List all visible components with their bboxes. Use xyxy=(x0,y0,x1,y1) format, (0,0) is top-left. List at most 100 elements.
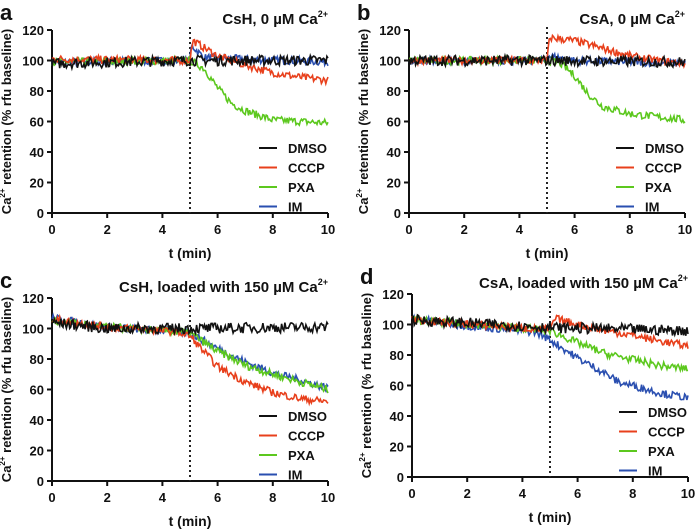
chart-title-sup: 2+ xyxy=(678,273,688,283)
y-axis-label: Ca2+ retention (% rfu baseline) xyxy=(358,293,374,478)
y-axis-label-pre: Ca xyxy=(0,197,14,214)
y-axis-label-post: retention (% rfu baseline) xyxy=(0,29,14,189)
y-tick-label: 40 xyxy=(387,145,401,160)
series-line-cccp xyxy=(51,313,329,407)
y-tick-label: 20 xyxy=(30,176,44,191)
y-tick-label: 60 xyxy=(30,115,44,130)
y-axis-label-post: retention (% rfu baseline) xyxy=(359,293,374,453)
series-line-dmso xyxy=(51,315,329,337)
chart-title-sup: 2+ xyxy=(318,9,328,19)
y-tick-label: 100 xyxy=(382,318,404,333)
legend-label-pxa: PXA xyxy=(288,180,315,195)
legend-label-pxa: PXA xyxy=(648,444,675,459)
chart-title-text: CsH, 0 µM Ca xyxy=(222,11,318,28)
y-tick-label: 120 xyxy=(382,287,404,302)
y-axis-label-post: retention (% rfu baseline) xyxy=(356,29,371,189)
panel-d: d CsA, loaded with 150 µM Ca2+02040608010… xyxy=(358,264,695,525)
x-tick-label: 8 xyxy=(269,222,276,237)
x-tick-label: 6 xyxy=(574,486,581,501)
y-tick-label: 60 xyxy=(390,379,404,394)
y-axis-label-sup: 2+ xyxy=(0,188,7,197)
chart-title-text: CsA, loaded with 150 µM Ca xyxy=(479,275,678,292)
x-tick-label: 2 xyxy=(464,486,471,501)
x-tick-label: 6 xyxy=(214,222,221,237)
x-tick-label: 0 xyxy=(48,490,55,505)
x-axis-label: t (min) xyxy=(169,245,212,261)
x-tick-label: 6 xyxy=(214,490,221,505)
x-tick-label: 4 xyxy=(159,222,167,237)
chart-title: CsA, 0 µM Ca2+ xyxy=(579,9,685,28)
legend-label-pxa: PXA xyxy=(288,448,315,463)
x-tick-label: 0 xyxy=(405,222,412,237)
x-tick-label: 10 xyxy=(321,222,335,237)
x-tick-label: 2 xyxy=(104,222,111,237)
x-axis-label: t (min) xyxy=(526,245,569,261)
chart-title-text: CsA, 0 µM Ca xyxy=(579,11,675,28)
y-tick-label: 120 xyxy=(379,23,401,38)
series-line-pxa xyxy=(411,314,689,374)
y-tick-label: 20 xyxy=(30,444,44,459)
x-tick-label: 2 xyxy=(461,222,468,237)
y-tick-label: 40 xyxy=(30,145,44,160)
panel-label: a xyxy=(0,0,13,25)
legend-label-dmso: DMSO xyxy=(645,141,684,156)
legend-label-cccp: CCCP xyxy=(288,161,325,176)
x-tick-label: 6 xyxy=(571,222,578,237)
y-tick-label: 100 xyxy=(379,54,401,69)
y-axis-label: Ca2+ retention (% rfu baseline) xyxy=(0,29,14,214)
panel-label: d xyxy=(360,264,373,289)
x-tick-label: 10 xyxy=(678,222,692,237)
legend-label-dmso: DMSO xyxy=(648,405,687,420)
y-tick-label: 80 xyxy=(390,348,404,363)
chart-title: CsA, loaded with 150 µM Ca2+ xyxy=(479,273,688,292)
x-tick-label: 0 xyxy=(48,222,55,237)
x-tick-label: 8 xyxy=(629,486,636,501)
y-tick-label: 60 xyxy=(387,115,401,130)
y-tick-label: 0 xyxy=(37,206,44,221)
y-tick-label: 80 xyxy=(387,84,401,99)
y-tick-label: 100 xyxy=(22,54,44,69)
y-tick-label: 100 xyxy=(22,322,44,337)
legend-label-im: IM xyxy=(648,464,662,479)
y-tick-label: 40 xyxy=(30,413,44,428)
y-axis-label-sup: 2+ xyxy=(358,452,367,461)
y-axis-label-post: retention (% rfu baseline) xyxy=(0,297,14,457)
x-tick-label: 4 xyxy=(519,486,527,501)
y-tick-label: 120 xyxy=(22,23,44,38)
x-tick-label: 8 xyxy=(626,222,633,237)
panel-c: c CsH, loaded with 150 µM Ca2+02040608010… xyxy=(0,268,335,529)
x-tick-label: 8 xyxy=(269,490,276,505)
y-tick-label: 40 xyxy=(390,409,404,424)
y-tick-label: 0 xyxy=(37,474,44,489)
chart-title-sup: 2+ xyxy=(318,277,328,287)
y-tick-label: 120 xyxy=(22,291,44,306)
x-tick-label: 10 xyxy=(681,486,695,501)
x-tick-label: 0 xyxy=(408,486,415,501)
panel-label: c xyxy=(0,268,12,293)
y-axis-label-sup: 2+ xyxy=(0,456,7,465)
x-tick-label: 2 xyxy=(104,490,111,505)
legend-label-cccp: CCCP xyxy=(645,161,682,176)
y-axis-label: Ca2+ retention (% rfu baseline) xyxy=(355,29,371,214)
y-tick-label: 60 xyxy=(30,383,44,398)
y-axis-label-pre: Ca xyxy=(356,197,371,214)
y-axis-label-pre: Ca xyxy=(0,465,14,482)
legend-label-cccp: CCCP xyxy=(648,425,685,440)
legend-label-cccp: CCCP xyxy=(288,429,325,444)
x-axis-label: t (min) xyxy=(169,513,212,529)
x-tick-label: 4 xyxy=(159,490,167,505)
y-axis-label-pre: Ca xyxy=(359,461,374,478)
chart-title: CsH, loaded with 150 µM Ca2+ xyxy=(119,277,328,296)
y-axis-label-sup: 2+ xyxy=(355,188,364,197)
legend-label-im: IM xyxy=(645,200,659,215)
legend-label-dmso: DMSO xyxy=(288,409,327,424)
series-line-dmso xyxy=(408,52,686,69)
y-tick-label: 0 xyxy=(394,206,401,221)
series-line-dmso xyxy=(51,52,329,72)
y-tick-label: 80 xyxy=(30,352,44,367)
y-tick-label: 0 xyxy=(397,470,404,485)
legend-label-pxa: PXA xyxy=(645,180,672,195)
series-line-dmso xyxy=(411,313,689,338)
